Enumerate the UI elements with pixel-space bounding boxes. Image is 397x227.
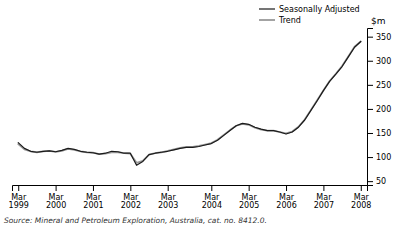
x-tick-label: Mar2002 <box>121 193 141 211</box>
x-tick: Mar2000 <box>46 185 66 210</box>
y-axis-label: $m <box>371 16 386 26</box>
x-tick-mark <box>56 185 57 191</box>
x-tick-label: Mar2003 <box>158 193 178 211</box>
y-tick: 250 <box>367 81 391 90</box>
x-tick-label-line: 2008 <box>351 201 371 210</box>
y-tick: 50 <box>367 177 386 186</box>
y-tick-label: 100 <box>376 153 391 162</box>
x-tick: Mar2002 <box>121 185 141 210</box>
x-tick-label: Mar1999 <box>9 193 29 211</box>
source-note: Source: Mineral and Petroleum Exploratio… <box>4 216 267 225</box>
x-tick: Mar2005 <box>239 185 259 210</box>
x-tick: Mar2007 <box>314 185 334 210</box>
y-tick-label: 250 <box>376 81 391 90</box>
y-tick-mark <box>367 61 373 62</box>
x-tick: Mar1999 <box>9 185 29 210</box>
x-tick-mark <box>249 185 250 191</box>
y-tick-mark <box>367 85 373 86</box>
x-tick-mark <box>168 185 169 191</box>
y-tick: 350 <box>367 33 391 42</box>
x-tick-label-line: Mar <box>279 193 295 202</box>
y-tick-label: 200 <box>376 105 391 114</box>
y-tick-label: 150 <box>376 129 391 138</box>
x-tick-mark <box>18 185 19 191</box>
x-tick-label-line: Mar <box>316 193 332 202</box>
legend-label: Trend <box>278 16 301 25</box>
y-tick: 100 <box>367 153 391 162</box>
x-tick-mark <box>130 185 131 191</box>
x-tick: Mar2006 <box>276 185 296 210</box>
x-tick-label: Mar2001 <box>83 193 103 211</box>
x-tick-label-line: Mar <box>354 193 370 202</box>
y-tick-mark <box>367 109 373 110</box>
x-tick-label-line: 2001 <box>83 201 103 210</box>
x-tick-label-line: Mar <box>49 193 65 202</box>
x-tick-mark <box>211 185 212 191</box>
x-tick-mark <box>286 185 287 191</box>
chart: Mar1999Mar2000Mar2001Mar2002Mar2003Mar20… <box>0 0 397 227</box>
x-tick-label: Mar2005 <box>239 193 259 211</box>
legend-item: Seasonally Adjusted <box>259 5 360 14</box>
legend-swatch <box>259 19 275 21</box>
x-tick: Mar2008 <box>351 185 371 210</box>
legend-item: Trend <box>259 16 301 25</box>
y-axis: 50 100 150 200 250 300 350 <box>367 29 391 187</box>
x-tick-label-line: Mar <box>204 193 220 202</box>
x-tick-label-line: Mar <box>242 193 258 202</box>
series-line <box>18 41 361 162</box>
x-axis-line <box>13 186 368 192</box>
legend-swatch <box>259 8 275 9</box>
x-tick: Mar2004 <box>202 185 222 210</box>
legend-label: Seasonally Adjusted <box>279 5 360 14</box>
y-tick-label: 300 <box>376 57 391 66</box>
y-tick-mark <box>367 37 373 38</box>
x-tick-label-line: Mar <box>86 193 102 202</box>
x-tick-label-line: Mar <box>123 193 139 202</box>
plot: Mar1999Mar2000Mar2001Mar2002Mar2003Mar20… <box>9 29 392 211</box>
x-tick-label: Mar2006 <box>276 193 296 211</box>
lines <box>18 41 361 165</box>
x-axis: Mar1999Mar2000Mar2001Mar2002Mar2003Mar20… <box>9 185 372 210</box>
y-tick-mark <box>367 133 373 134</box>
x-tick-label-line: Mar <box>11 193 27 202</box>
x-tick-label-line: 2007 <box>314 201 334 210</box>
y-tick: 300 <box>367 57 391 66</box>
x-tick: Mar2001 <box>83 185 103 210</box>
x-tick-label-line: 2003 <box>158 201 178 210</box>
x-tick-mark <box>361 185 362 191</box>
x-tick-label-line: Mar <box>161 193 177 202</box>
x-tick: Mar2003 <box>158 185 178 210</box>
y-tick: 200 <box>367 105 391 114</box>
legend: Seasonally Adjusted Trend <box>259 5 360 25</box>
x-tick-label: Mar2000 <box>46 193 66 211</box>
y-axis-line <box>368 29 374 186</box>
x-tick-label-line: 2000 <box>46 201 66 210</box>
x-tick-label-line: 2006 <box>276 201 296 210</box>
x-tick-label-line: 1999 <box>9 201 29 210</box>
y-tick: 150 <box>367 129 391 138</box>
x-tick-mark <box>93 185 94 191</box>
y-tick-mark <box>367 157 373 158</box>
series-line <box>18 41 361 165</box>
x-tick-label: Mar2007 <box>314 193 334 211</box>
x-tick-label: Mar2008 <box>351 193 371 211</box>
y-tick-label: 350 <box>376 33 391 42</box>
x-tick-label-line: 2005 <box>239 201 259 210</box>
x-tick-label-line: 2002 <box>121 201 141 210</box>
x-tick-label: Mar2004 <box>202 193 222 211</box>
y-tick-label: 50 <box>376 177 386 186</box>
x-tick-mark <box>323 185 324 191</box>
x-tick-label-line: 2004 <box>202 201 222 210</box>
y-tick-mark <box>367 181 373 182</box>
